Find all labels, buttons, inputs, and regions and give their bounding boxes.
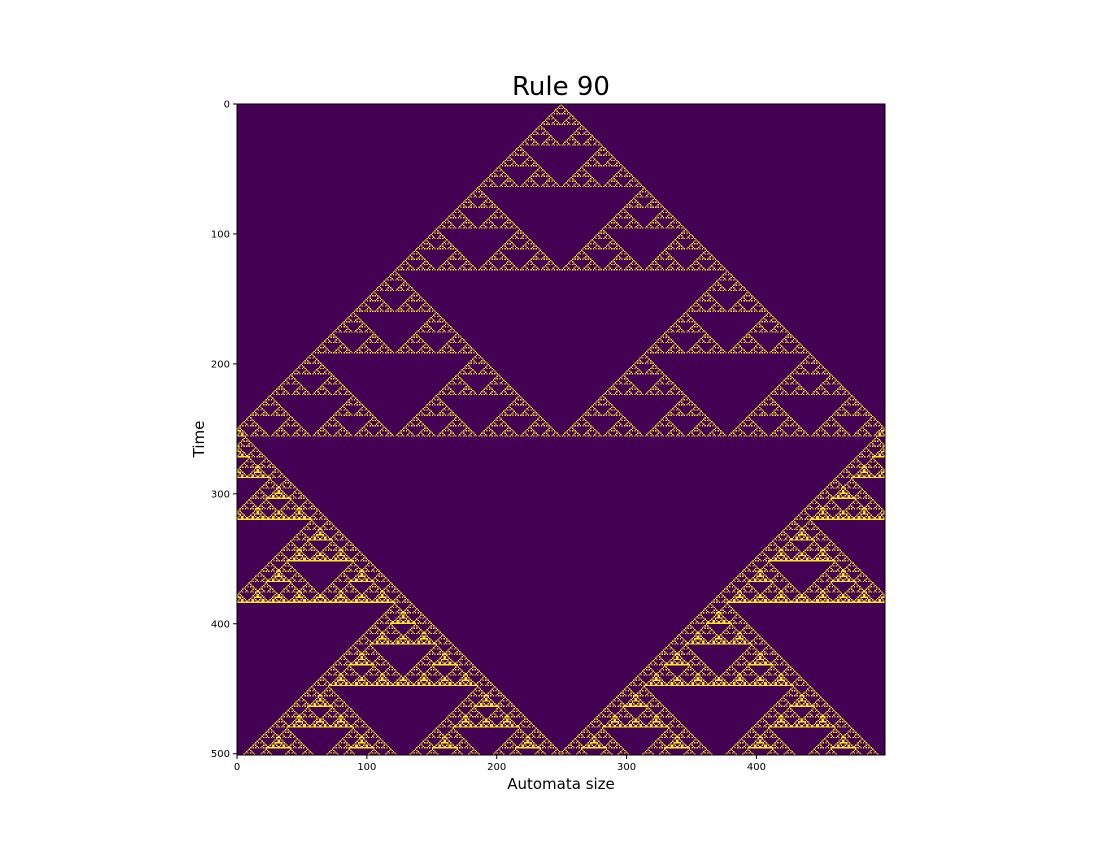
x-tick-label: 300 <box>617 762 636 773</box>
y-axis-label: Time <box>190 420 208 458</box>
y-tick-label: 200 <box>211 359 230 370</box>
y-tick-label: 100 <box>211 229 230 240</box>
x-tick-label: 200 <box>487 762 506 773</box>
chart-title: Rule 90 <box>512 72 610 102</box>
automaton-canvas <box>237 104 885 755</box>
x-tick-label: 400 <box>747 762 766 773</box>
x-axis-label: Automata size <box>507 775 615 793</box>
y-tick-label: 500 <box>211 749 230 760</box>
x-tick-label: 0 <box>234 762 240 773</box>
x-ticks: 0 100 200 300 400 <box>234 755 766 773</box>
x-tick-label: 100 <box>357 762 376 773</box>
y-tick-label: 400 <box>211 619 230 630</box>
heatmap-image <box>237 104 885 755</box>
y-tick-label: 300 <box>211 489 230 500</box>
y-tick-label: 0 <box>224 100 230 111</box>
y-ticks: 0 100 200 300 400 500 <box>211 100 237 760</box>
